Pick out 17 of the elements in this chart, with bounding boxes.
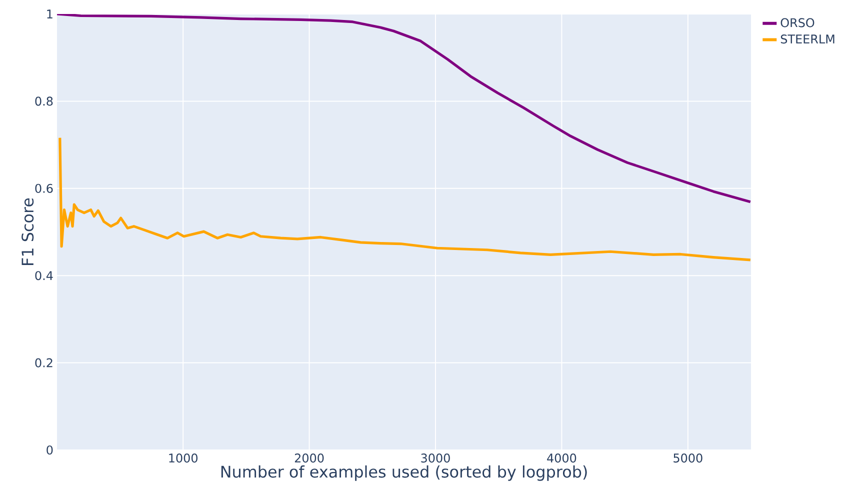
y-axis-title: F1 Score — [22, 198, 34, 265]
legend-label: STEERLM — [780, 34, 834, 44]
x-tick-label: 4000 — [547, 454, 576, 463]
x-tick-label: 5000 — [674, 454, 702, 463]
line-series — [58, 136, 752, 262]
y-tick-label: 1 — [47, 10, 52, 18]
x-tick-label: 2000 — [294, 454, 324, 463]
y-tick-label: 0.6 — [35, 184, 53, 193]
legend-label: ORSO — [780, 18, 814, 28]
y-tick-label: 0.4 — [35, 271, 53, 280]
y-tick-label: 0.2 — [35, 358, 52, 368]
line-series — [57, 14, 752, 204]
x-tick-label: 1000 — [169, 454, 198, 463]
y-tick-label: 0.8 — [35, 96, 53, 106]
y-tick-label: 0 — [46, 445, 53, 455]
x-tick-label: 3000 — [421, 454, 450, 463]
x-axis-title: Number of examples used (sorted by logprob) — [221, 465, 587, 481]
